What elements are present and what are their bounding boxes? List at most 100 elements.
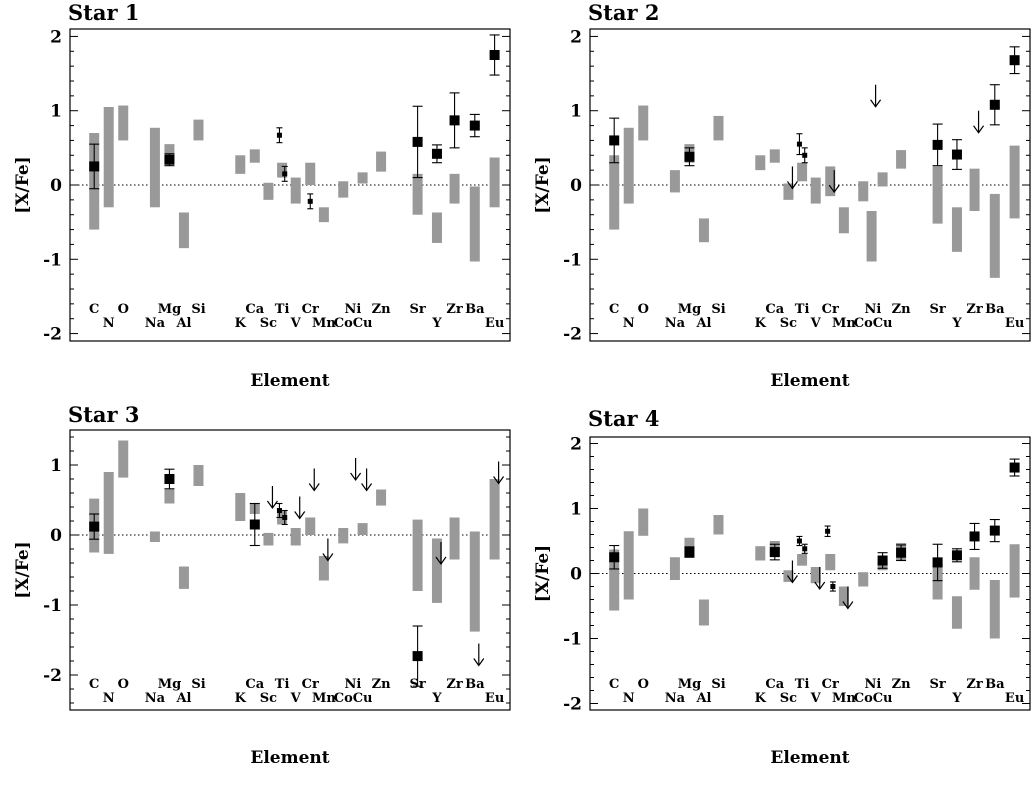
range-bar-v bbox=[810, 177, 821, 204]
element-label: N bbox=[623, 316, 635, 331]
data-point-ti bbox=[282, 515, 288, 520]
element-label: V bbox=[810, 691, 822, 706]
range-bar-zr bbox=[969, 168, 980, 211]
element-label: Sr bbox=[929, 677, 945, 692]
upper-limit-arrowhead bbox=[814, 581, 826, 591]
range-bar-eu bbox=[489, 157, 500, 208]
element-label: Si bbox=[191, 302, 205, 317]
range-bar-al bbox=[178, 566, 189, 589]
element-label: Ca bbox=[245, 302, 264, 317]
element-label: Mn bbox=[832, 691, 856, 706]
range-bar-v bbox=[290, 177, 301, 204]
range-bar-ba bbox=[469, 186, 480, 262]
element-label: O bbox=[118, 302, 129, 317]
range-bar-mn bbox=[318, 556, 329, 581]
range-bar-ti bbox=[797, 554, 808, 566]
element-label: Al bbox=[175, 691, 191, 706]
range-bar-cr bbox=[825, 166, 836, 197]
range-bar-na bbox=[669, 557, 680, 580]
element-label: Na bbox=[665, 691, 686, 706]
range-bar-si bbox=[713, 515, 724, 535]
range-bar-o bbox=[118, 440, 129, 478]
range-bar-cr bbox=[305, 162, 316, 185]
element-label: Sc bbox=[780, 316, 797, 331]
upper-limit-arrowhead bbox=[435, 556, 447, 566]
element-label: Zn bbox=[372, 677, 391, 692]
element-label: Eu bbox=[1005, 691, 1024, 706]
element-label: Co bbox=[334, 691, 353, 706]
range-bar-c bbox=[609, 549, 620, 611]
range-bar-cr bbox=[305, 517, 316, 535]
data-point-cr bbox=[830, 584, 836, 589]
data-point-c bbox=[89, 161, 100, 172]
chart-title: Star 1 bbox=[68, 0, 139, 25]
range-bar-na bbox=[149, 127, 160, 208]
range-bar-y bbox=[431, 212, 442, 243]
data-point-ti bbox=[276, 508, 282, 513]
range-bar-ni bbox=[866, 211, 877, 262]
element-label: Y bbox=[431, 691, 442, 706]
data-point-ba bbox=[469, 120, 480, 131]
upper-limit-arrowhead bbox=[266, 500, 278, 510]
range-bar-co bbox=[338, 181, 349, 198]
y-axis-label: [X/Fe] bbox=[533, 156, 553, 213]
element-label: Cr bbox=[302, 302, 319, 317]
data-point-c bbox=[89, 521, 100, 532]
range-bar-n bbox=[103, 107, 114, 208]
data-point-sr bbox=[412, 136, 423, 147]
element-label: Mg bbox=[678, 677, 701, 692]
range-bar-zr bbox=[449, 517, 460, 560]
element-label: C bbox=[89, 677, 99, 692]
element-label: Ni bbox=[345, 677, 362, 692]
element-label: Si bbox=[711, 677, 725, 692]
range-bar-co bbox=[858, 181, 869, 202]
element-label: Eu bbox=[485, 691, 504, 706]
y-tick-label: 1 bbox=[50, 102, 62, 122]
element-label: Cr bbox=[822, 677, 839, 692]
element-label: Cr bbox=[302, 677, 319, 692]
data-point-cu bbox=[877, 555, 888, 566]
range-bar-v bbox=[290, 528, 301, 546]
element-label: Sr bbox=[409, 302, 425, 317]
range-bar-k bbox=[755, 155, 766, 171]
element-label: Mn bbox=[832, 316, 856, 331]
element-label: Zr bbox=[966, 302, 982, 317]
y-tick-label: 0 bbox=[570, 565, 582, 585]
y-tick-label: -1 bbox=[43, 596, 62, 616]
element-label: Ba bbox=[465, 302, 485, 317]
range-bar-co bbox=[338, 528, 349, 544]
range-bar-co bbox=[858, 572, 869, 587]
range-bar-y bbox=[431, 538, 442, 603]
element-label: Al bbox=[175, 316, 191, 331]
range-bar-cr bbox=[825, 554, 836, 571]
range-bar-o bbox=[638, 508, 649, 536]
range-bar-y bbox=[951, 596, 962, 629]
element-label: Eu bbox=[1005, 316, 1024, 331]
data-point-c bbox=[609, 552, 620, 563]
range-bar-y bbox=[951, 207, 962, 252]
element-label: Eu bbox=[485, 316, 504, 331]
element-label: Mg bbox=[158, 302, 181, 317]
range-bar-si bbox=[713, 115, 724, 141]
element-label: K bbox=[235, 691, 247, 706]
data-point-c bbox=[609, 135, 620, 146]
data-point-ti bbox=[802, 152, 808, 158]
element-label: Ni bbox=[345, 302, 362, 317]
data-point-ca bbox=[249, 519, 260, 530]
element-label: Cu bbox=[353, 691, 373, 706]
y-tick-label: 0 bbox=[50, 176, 62, 196]
range-bar-zn bbox=[376, 489, 387, 506]
element-label: Zr bbox=[446, 677, 462, 692]
range-bar-ba bbox=[989, 193, 1000, 278]
upper-limit-arrowhead bbox=[493, 476, 505, 485]
data-point-sr bbox=[932, 557, 943, 568]
y-tick-label: 1 bbox=[570, 500, 582, 520]
data-point-sr bbox=[932, 139, 943, 150]
chart-panel-1: Star 1 -2 -1 0 1 2 C O Mg Si Ca Ti Cr Ni Zn Sr Zr Ba N Na Al… bbox=[13, 0, 511, 391]
range-bar-mn bbox=[838, 207, 849, 234]
element-label: O bbox=[638, 302, 649, 317]
chart-panel-2: Star 2 -2 -1 0 1 2 C O Mg Si Ca Ti Cr Ni Zn Sr Zr Ba N Na Al… bbox=[533, 0, 1031, 391]
upper-limit-arrowhead bbox=[973, 125, 985, 134]
element-label: Ti bbox=[795, 677, 810, 692]
upper-limit-arrowhead bbox=[786, 575, 798, 584]
